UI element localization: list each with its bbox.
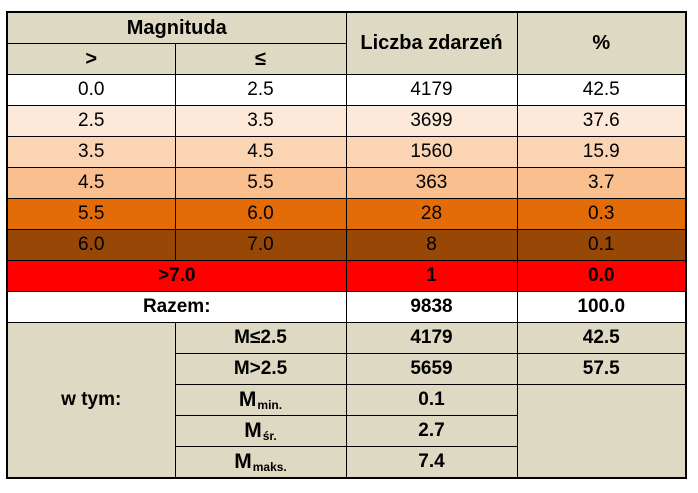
m-gt-count: 5659: [345, 353, 518, 385]
row-to: 3.5: [174, 105, 347, 137]
over7-percent: 0.0: [516, 260, 687, 292]
row-to: 2.5: [174, 74, 347, 106]
row-percent: 15.9: [516, 136, 687, 168]
total-percent: 100.0: [516, 291, 687, 323]
row-from: 2.5: [6, 105, 176, 137]
row-to: 5.5: [174, 167, 347, 199]
header-le: ≤: [174, 43, 347, 75]
m-gt-label: M>2.5: [174, 353, 347, 385]
row-from: 6.0: [6, 229, 176, 261]
row-from: 5.5: [6, 198, 176, 230]
m-avg-sub: śr.: [262, 429, 277, 443]
row-to: 6.0: [174, 198, 347, 230]
row-percent: 3.7: [516, 167, 687, 199]
over7-label: >7.0: [6, 260, 347, 292]
m-max-value: 7.4: [345, 446, 518, 479]
header-magnitude: Magnituda: [6, 11, 347, 44]
m-max-label: Mmaks.: [174, 446, 347, 479]
row-percent: 37.6: [516, 105, 687, 137]
table-row: 0.0 2.5 4179 42.5: [6, 74, 687, 106]
row-percent: 0.3: [516, 198, 687, 230]
m-min-sub: min.: [257, 398, 283, 412]
stats-empty-cell: [516, 384, 687, 479]
m-avg-label: Mśr.: [174, 415, 347, 447]
magnitude-table: Magnituda Liczba zdarzeń % > ≤ 0.0 2.5 4…: [6, 11, 687, 479]
m-avg-base: M: [244, 419, 262, 442]
m-max-sub: maks.: [252, 460, 287, 474]
breakdown-label: w tym:: [6, 322, 176, 479]
breakdown-row: M>2.5 5659 57.5: [7, 353, 687, 385]
total-label: Razem:: [6, 291, 347, 323]
row-from: 4.5: [6, 167, 176, 199]
row-from: 3.5: [6, 136, 176, 168]
row-to: 7.0: [174, 229, 347, 261]
row-from: 0.0: [6, 74, 176, 106]
m-le-count: 4179: [345, 322, 518, 354]
table-row: 6.0 7.0 8 0.1: [6, 229, 687, 261]
m-min-base: M: [238, 388, 257, 411]
table-row: 4.5 5.5 363 3.7: [6, 167, 687, 199]
table-row: 2.5 3.5 3699 37.6: [6, 105, 687, 137]
table-row: 5.5 6.0 28 0.3: [6, 198, 687, 230]
m-min-value: 0.1: [345, 384, 518, 416]
row-count: 363: [345, 167, 518, 199]
m-avg-value: 2.7: [345, 415, 518, 447]
header-gt: >: [6, 43, 176, 75]
m-gt-percent: 57.5: [516, 353, 687, 385]
m-le-percent: 42.5: [516, 322, 687, 354]
row-count: 3699: [345, 105, 518, 137]
m-max-base: M: [234, 450, 252, 473]
row-count: 8: [345, 229, 518, 261]
total-row: Razem: 9838 100.0: [6, 291, 687, 323]
m-le-label: M≤2.5: [174, 322, 347, 354]
row-to: 4.5: [174, 136, 347, 168]
table-row: 3.5 4.5 1560 15.9: [6, 136, 687, 168]
row-count: 1560: [345, 136, 518, 168]
total-count: 9838: [345, 291, 518, 323]
header-percent: %: [516, 11, 687, 75]
row-count: 28: [345, 198, 518, 230]
breakdown-row: w tym: M≤2.5 4179 42.5: [6, 322, 687, 479]
over7-count: 1: [345, 260, 518, 292]
m-min-label: Mmin.: [174, 384, 347, 416]
header-count: Liczba zdarzeń: [345, 11, 518, 75]
row-percent: 42.5: [516, 74, 687, 106]
row-count: 4179: [345, 74, 518, 106]
over7-row: >7.0 1 0.0: [6, 260, 687, 292]
row-percent: 0.1: [516, 229, 687, 261]
